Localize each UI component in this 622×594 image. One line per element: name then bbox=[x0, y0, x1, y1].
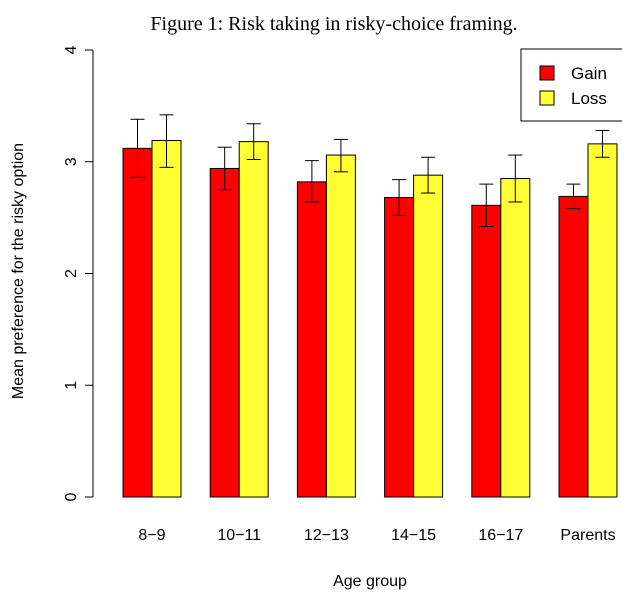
bar-loss bbox=[587, 143, 618, 498]
x-tick-label: 16−17 bbox=[478, 527, 523, 544]
legend-swatch-loss bbox=[539, 90, 555, 106]
y-tick-label: 4 bbox=[63, 45, 80, 54]
bar-loss bbox=[325, 154, 356, 498]
y-axis: 0 1 2 3 4 bbox=[63, 45, 94, 501]
bar-gain bbox=[558, 195, 589, 498]
legend-box bbox=[520, 48, 622, 122]
bars bbox=[122, 140, 618, 498]
y-tick-label: 0 bbox=[63, 492, 80, 501]
legend-label-gain: Gain bbox=[571, 64, 607, 83]
legend-label-loss: Loss bbox=[571, 89, 607, 108]
y-tick-label: 1 bbox=[63, 381, 80, 390]
bar-gain bbox=[384, 197, 415, 498]
x-tick-label: 14−15 bbox=[391, 527, 436, 544]
bar-loss bbox=[500, 178, 531, 498]
bar-loss bbox=[413, 174, 444, 498]
y-tick-label: 3 bbox=[63, 157, 80, 166]
x-axis-label: Age group bbox=[333, 573, 407, 590]
y-tick-label: 2 bbox=[63, 269, 80, 278]
bar-loss bbox=[238, 141, 269, 498]
y-axis-label: Mean preference for the risky option bbox=[10, 143, 27, 399]
x-tick-label: 8−9 bbox=[138, 527, 165, 544]
legend-swatch-gain bbox=[539, 65, 555, 81]
chart-title: Figure 1: Risk taking in risky-choice fr… bbox=[150, 13, 517, 35]
x-tick-label: Parents bbox=[560, 527, 615, 544]
bar-loss bbox=[151, 140, 182, 498]
error-bars bbox=[130, 114, 610, 228]
bar-gain bbox=[471, 204, 502, 498]
legend: Gain Loss bbox=[520, 48, 622, 122]
x-tick-label: 10−11 bbox=[217, 527, 261, 544]
x-tick-labels: 8−9 10−11 12−13 14−15 16−17 Parents bbox=[138, 527, 615, 544]
bar-gain bbox=[209, 167, 240, 498]
bar-gain bbox=[122, 147, 153, 498]
x-tick-label: 12−13 bbox=[304, 527, 349, 544]
bar-gain bbox=[296, 181, 327, 498]
